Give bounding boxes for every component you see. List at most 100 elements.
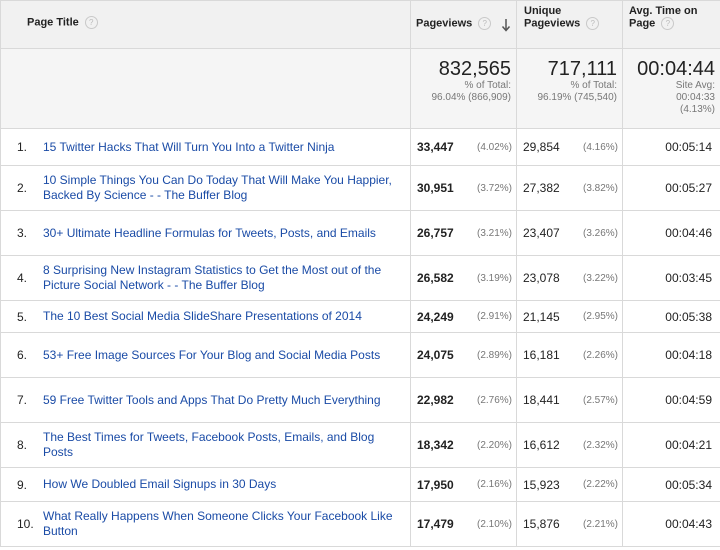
row-avg-time: 00:04:59 (665, 393, 712, 407)
table-row: 4. 8 Surprising New Instagram Statistics … (0, 255, 720, 301)
row-unique-cell: 15,876 (2.21%) (516, 501, 623, 547)
row-title-link[interactable]: 15 Twitter Hacks That Will Turn You Into… (43, 139, 335, 154)
row-unique-pct: (2.22%) (582, 479, 618, 490)
row-pageviews: 33,447 (417, 140, 454, 154)
row-title-link[interactable]: The Best Times for Tweets, Facebook Post… (43, 430, 375, 459)
summary-unique-value: 717,111 (547, 58, 617, 80)
row-time-cell: 00:04:21 (622, 422, 720, 468)
row-time-cell: 00:05:14 (622, 128, 720, 166)
table-row: 10. What Really Happens When Someone Clic… (0, 501, 720, 547)
summary-unique-line2: 96.19% (745,540) (537, 92, 617, 103)
row-pageviews: 26,582 (417, 271, 454, 285)
row-pageviews-pct: (2.16%) (476, 479, 512, 490)
summary-title-cell (0, 48, 411, 129)
header-avg-time[interactable]: Avg. Time on Page? (622, 0, 720, 49)
row-pageviews: 26,757 (417, 226, 454, 240)
row-rank: 5. (17, 309, 28, 324)
row-pageviews-cell: 18,342 (2.20%) (410, 422, 517, 468)
row-pageviews-cell: 17,950 (2.16%) (410, 467, 517, 502)
row-pageviews-cell: 24,075 (2.89%) (410, 332, 517, 378)
row-rank: 2. (17, 181, 28, 195)
row-pageviews-pct: (2.91%) (476, 311, 512, 322)
row-unique-cell: 23,078 (3.22%) (516, 255, 623, 301)
row-unique-cell: 16,181 (2.26%) (516, 332, 623, 378)
row-unique-cell: 15,923 (2.22%) (516, 467, 623, 502)
summary-unique-line1: % of Total: (570, 80, 617, 91)
summary-pageviews: 832,565 % of Total: 96.04% (866,909) (410, 48, 517, 129)
row-title-link[interactable]: 53+ Free Image Sources For Your Blog and… (43, 347, 381, 362)
row-time-cell: 00:03:45 (622, 255, 720, 301)
row-pageviews: 24,249 (417, 309, 454, 324)
row-rank: 9. (17, 477, 28, 492)
row-title-link[interactable]: What Really Happens When Someone Clicks … (43, 509, 393, 538)
row-unique-cell: 27,382 (3.82%) (516, 165, 623, 211)
row-title-cell: 5. The 10 Best Social Media SlideShare Pr… (0, 300, 411, 333)
row-title-cell: 4. 8 Surprising New Instagram Statistics … (0, 255, 411, 301)
row-rank: 3. (17, 226, 28, 240)
row-pageviews-pct: (3.21%) (476, 227, 512, 239)
row-title-link[interactable]: How We Doubled Email Signups in 30 Days (43, 477, 277, 491)
help-icon[interactable]: ? (84, 16, 98, 29)
row-time-cell: 00:05:27 (622, 165, 720, 211)
help-icon[interactable]: ? (586, 17, 600, 30)
table-row: 2. 10 Simple Things You Can Do Today That… (0, 165, 720, 211)
summary-time-value: 00:04:44 (637, 58, 715, 80)
row-title-link[interactable]: 10 Simple Things You Can Do Today That W… (43, 173, 392, 202)
row-unique-pageviews: 29,854 (523, 140, 560, 154)
row-avg-time: 00:03:45 (665, 271, 712, 285)
row-time-cell: 00:04:43 (622, 501, 720, 547)
summary-time-line2: 00:04:33 (676, 92, 715, 103)
row-avg-time: 00:04:43 (665, 517, 712, 531)
row-unique-pct: (2.32%) (582, 439, 618, 451)
header-avg-time-line1: Avg. Time on (629, 5, 698, 17)
row-unique-cell: 29,854 (4.16%) (516, 128, 623, 166)
row-pageviews: 18,342 (417, 438, 454, 452)
row-unique-pct: (3.22%) (582, 272, 618, 284)
row-title-cell: 7. 59 Free Twitter Tools and Apps That Do… (0, 377, 411, 423)
table-row: 9. How We Doubled Email Signups in 30 Day… (0, 467, 720, 502)
row-unique-pageviews: 16,181 (523, 348, 560, 362)
row-pageviews-pct: (2.10%) (476, 518, 512, 530)
row-time-cell: 00:04:18 (622, 332, 720, 378)
row-pageviews-cell: 17,479 (2.10%) (410, 501, 517, 547)
row-title-link[interactable]: 8 Surprising New Instagram Statistics to… (43, 263, 382, 292)
summary-time-line3: (4.13%) (679, 104, 715, 115)
header-row: Page Title? Pageviews? Unique Pageviews? (0, 0, 720, 49)
row-rank: 6. (17, 348, 28, 362)
table-row: 8. The Best Times for Tweets, Facebook Po… (0, 422, 720, 468)
help-icon[interactable]: ? (478, 17, 492, 30)
row-avg-time: 00:04:46 (665, 226, 712, 240)
header-unique-line1: Unique (524, 5, 562, 17)
table-row: 6. 53+ Free Image Sources For Your Blog a… (0, 332, 720, 378)
header-page-title[interactable]: Page Title? (0, 0, 411, 49)
row-title-link[interactable]: 30+ Ultimate Headline Formulas for Tweet… (43, 225, 376, 240)
sort-descending-icon[interactable] (501, 18, 511, 32)
help-icon[interactable]: ? (661, 17, 675, 30)
row-pageviews-cell: 33,447 (4.02%) (410, 128, 517, 166)
row-rank: 1. (17, 140, 28, 154)
row-pageviews-cell: 30,951 (3.72%) (410, 165, 517, 211)
row-unique-pct: (3.26%) (582, 227, 618, 239)
header-pageviews[interactable]: Pageviews? (410, 0, 517, 49)
row-avg-time: 00:05:14 (665, 140, 712, 154)
header-page-title-label: Page Title (27, 16, 79, 29)
row-rank: 4. (17, 271, 28, 285)
header-unique-pageviews[interactable]: Unique Pageviews? (516, 0, 623, 49)
row-avg-time: 00:05:34 (665, 477, 712, 492)
row-unique-pct: (4.16%) (582, 141, 618, 153)
row-pageviews: 17,479 (417, 517, 454, 531)
row-pageviews: 17,950 (417, 477, 454, 492)
row-title-link[interactable]: The 10 Best Social Media SlideShare Pres… (43, 309, 362, 323)
row-title-cell: 6. 53+ Free Image Sources For Your Blog a… (0, 332, 411, 378)
row-title-link[interactable]: 59 Free Twitter Tools and Apps That Do P… (43, 392, 381, 407)
row-unique-cell: 23,407 (3.26%) (516, 210, 623, 256)
row-unique-cell: 18,441 (2.57%) (516, 377, 623, 423)
row-title-cell: 8. The Best Times for Tweets, Facebook Po… (0, 422, 411, 468)
summary-time-line1: Site Avg: (675, 80, 715, 91)
header-avg-time-line2: Page (629, 17, 656, 30)
row-pageviews: 22,982 (417, 393, 454, 407)
summary-pageviews-value: 832,565 (438, 58, 511, 80)
row-rank: 7. (17, 393, 28, 407)
summary-pageviews-line2: 96.04% (866,909) (431, 92, 511, 103)
